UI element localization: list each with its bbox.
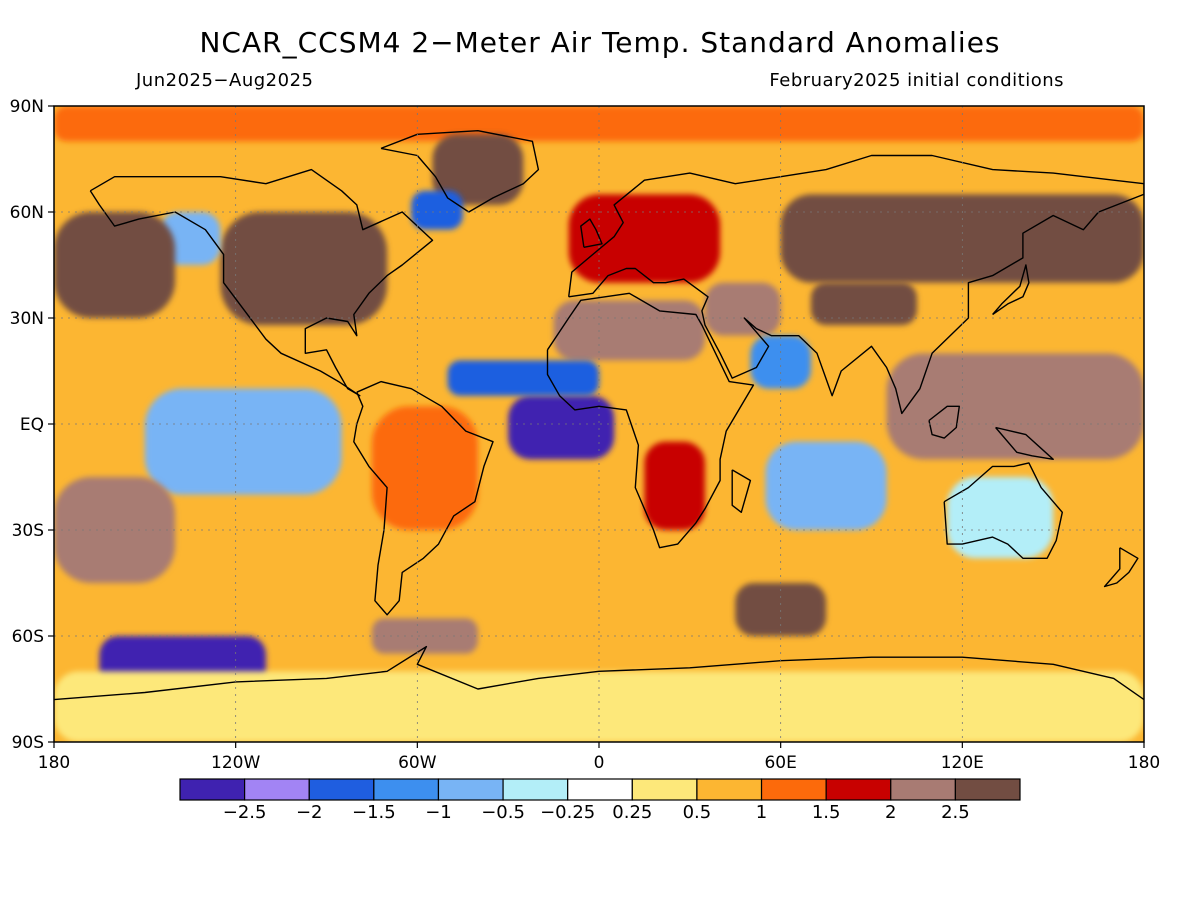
anomaly-region-sahara xyxy=(553,300,705,361)
coastline-eurasia xyxy=(568,154,1144,415)
initial-conditions: February2025 initial conditions xyxy=(769,70,1064,91)
anomaly-region-drake-passage xyxy=(371,618,478,654)
colorbar-swatch xyxy=(954,778,1021,801)
colorbar-swatch xyxy=(890,778,956,801)
anomaly-region-gulf-of-guinea xyxy=(508,395,615,460)
colorbar-swatch xyxy=(308,778,375,801)
colorbar-label: 0.5 xyxy=(683,802,712,823)
anomaly-region-east-pacific-tropics xyxy=(144,388,342,495)
anomaly-region-labrador-sea xyxy=(411,190,463,230)
anomaly-region-north-america xyxy=(220,212,388,326)
colorbar-swatch xyxy=(502,778,569,801)
anomaly-region-indian-ocean-south xyxy=(765,441,887,530)
lon-tick-label: 60W xyxy=(398,753,437,773)
colorbar-label: 0.25 xyxy=(612,802,652,823)
colorbar-swatch xyxy=(567,778,633,801)
lat-tick-label: 90S xyxy=(12,733,44,753)
colorbar-swatch xyxy=(760,778,827,801)
lat-tick-label: 90N xyxy=(10,97,44,117)
coastline-africa xyxy=(546,292,755,549)
colorbar-swatch xyxy=(244,778,310,801)
colorbar-swatch xyxy=(437,778,504,801)
coastline-greenland xyxy=(380,129,540,213)
lat-tick-label: 60N xyxy=(10,203,44,223)
colorbar-label: −2.5 xyxy=(223,802,267,823)
anomaly-region-north-pacific-west xyxy=(54,212,176,318)
lat-tick-label: EQ xyxy=(20,415,44,435)
colorbar-swatch xyxy=(631,778,698,801)
lat-tick-label: 60S xyxy=(12,627,44,647)
coastline-japan xyxy=(992,264,1030,316)
anomaly-region-antarctica xyxy=(54,671,1144,742)
anomaly-region-arabian-sea xyxy=(750,335,811,389)
colorbar-label: −1.5 xyxy=(352,802,396,823)
anomaly-region-greenland xyxy=(432,134,524,205)
anomaly-region-south-pacific-east xyxy=(54,477,176,583)
anomaly-region-tibet xyxy=(810,282,917,326)
anomaly-region-australia xyxy=(947,477,1054,559)
anomaly-region-maritime-continent xyxy=(886,353,1144,460)
lon-tick-label: 180 xyxy=(38,753,70,773)
lon-tick-label: 180 xyxy=(1128,753,1160,773)
anomaly-region-south-america xyxy=(371,406,478,530)
lon-tick-label: 120E xyxy=(941,753,984,773)
colorbar-swatch xyxy=(179,778,246,801)
colorbar-label: 2.5 xyxy=(941,802,970,823)
colorbar-swatch xyxy=(696,778,763,801)
coastline-australia xyxy=(943,462,1064,559)
coastline-madagascar xyxy=(731,469,752,513)
anomaly-region-tropical-atlantic xyxy=(447,360,599,396)
coastline-north-america xyxy=(89,168,434,397)
colorbar-label: −2 xyxy=(296,802,323,823)
colorbar-label: −1 xyxy=(425,802,452,823)
forecast-period: Jun2025−Aug2025 xyxy=(136,70,314,91)
chart-title: NCAR_CCSM4 2−Meter Air Temp. Standard An… xyxy=(199,26,1001,59)
lon-tick-label: 0 xyxy=(594,753,605,773)
colorbar-swatch xyxy=(825,778,892,801)
coastline-south-america xyxy=(353,380,494,616)
coastlines xyxy=(54,129,1144,701)
colorbar-label: 1 xyxy=(756,802,767,823)
anomaly-region-middle-east xyxy=(704,282,781,336)
coastline-new-guinea xyxy=(995,426,1054,460)
coastline-borneo xyxy=(928,405,960,439)
coastline-uk xyxy=(580,218,603,248)
coastline-new-zealand xyxy=(1103,547,1139,588)
lat-tick-label: 30S xyxy=(12,521,44,541)
anomaly-region-north-pole-band xyxy=(54,106,1144,142)
lon-tick-label: 60E xyxy=(764,753,796,773)
colorbar-swatch xyxy=(373,778,440,801)
coastline-antarctica xyxy=(54,645,1144,701)
lon-tick-label: 120W xyxy=(211,753,260,773)
anomaly-region-southern-africa xyxy=(644,441,705,530)
colorbar-label: −0.25 xyxy=(540,802,595,823)
graticule xyxy=(54,106,1144,742)
lat-tick-label: 30N xyxy=(10,309,44,329)
colorbar-label: 2 xyxy=(885,802,896,823)
colorbar-label: −0.5 xyxy=(481,802,525,823)
anomaly-region-southern-indian-ocean xyxy=(735,583,827,636)
anomaly-region-siberia xyxy=(780,194,1144,283)
colorbar-label: 1.5 xyxy=(812,802,841,823)
colorbar: −2.5 −2 −1.5 −1 −0.5 −0.25 0.25 0.5 1 1.5 2 2.5 xyxy=(179,778,1021,823)
anomaly-region-europe xyxy=(568,194,721,283)
